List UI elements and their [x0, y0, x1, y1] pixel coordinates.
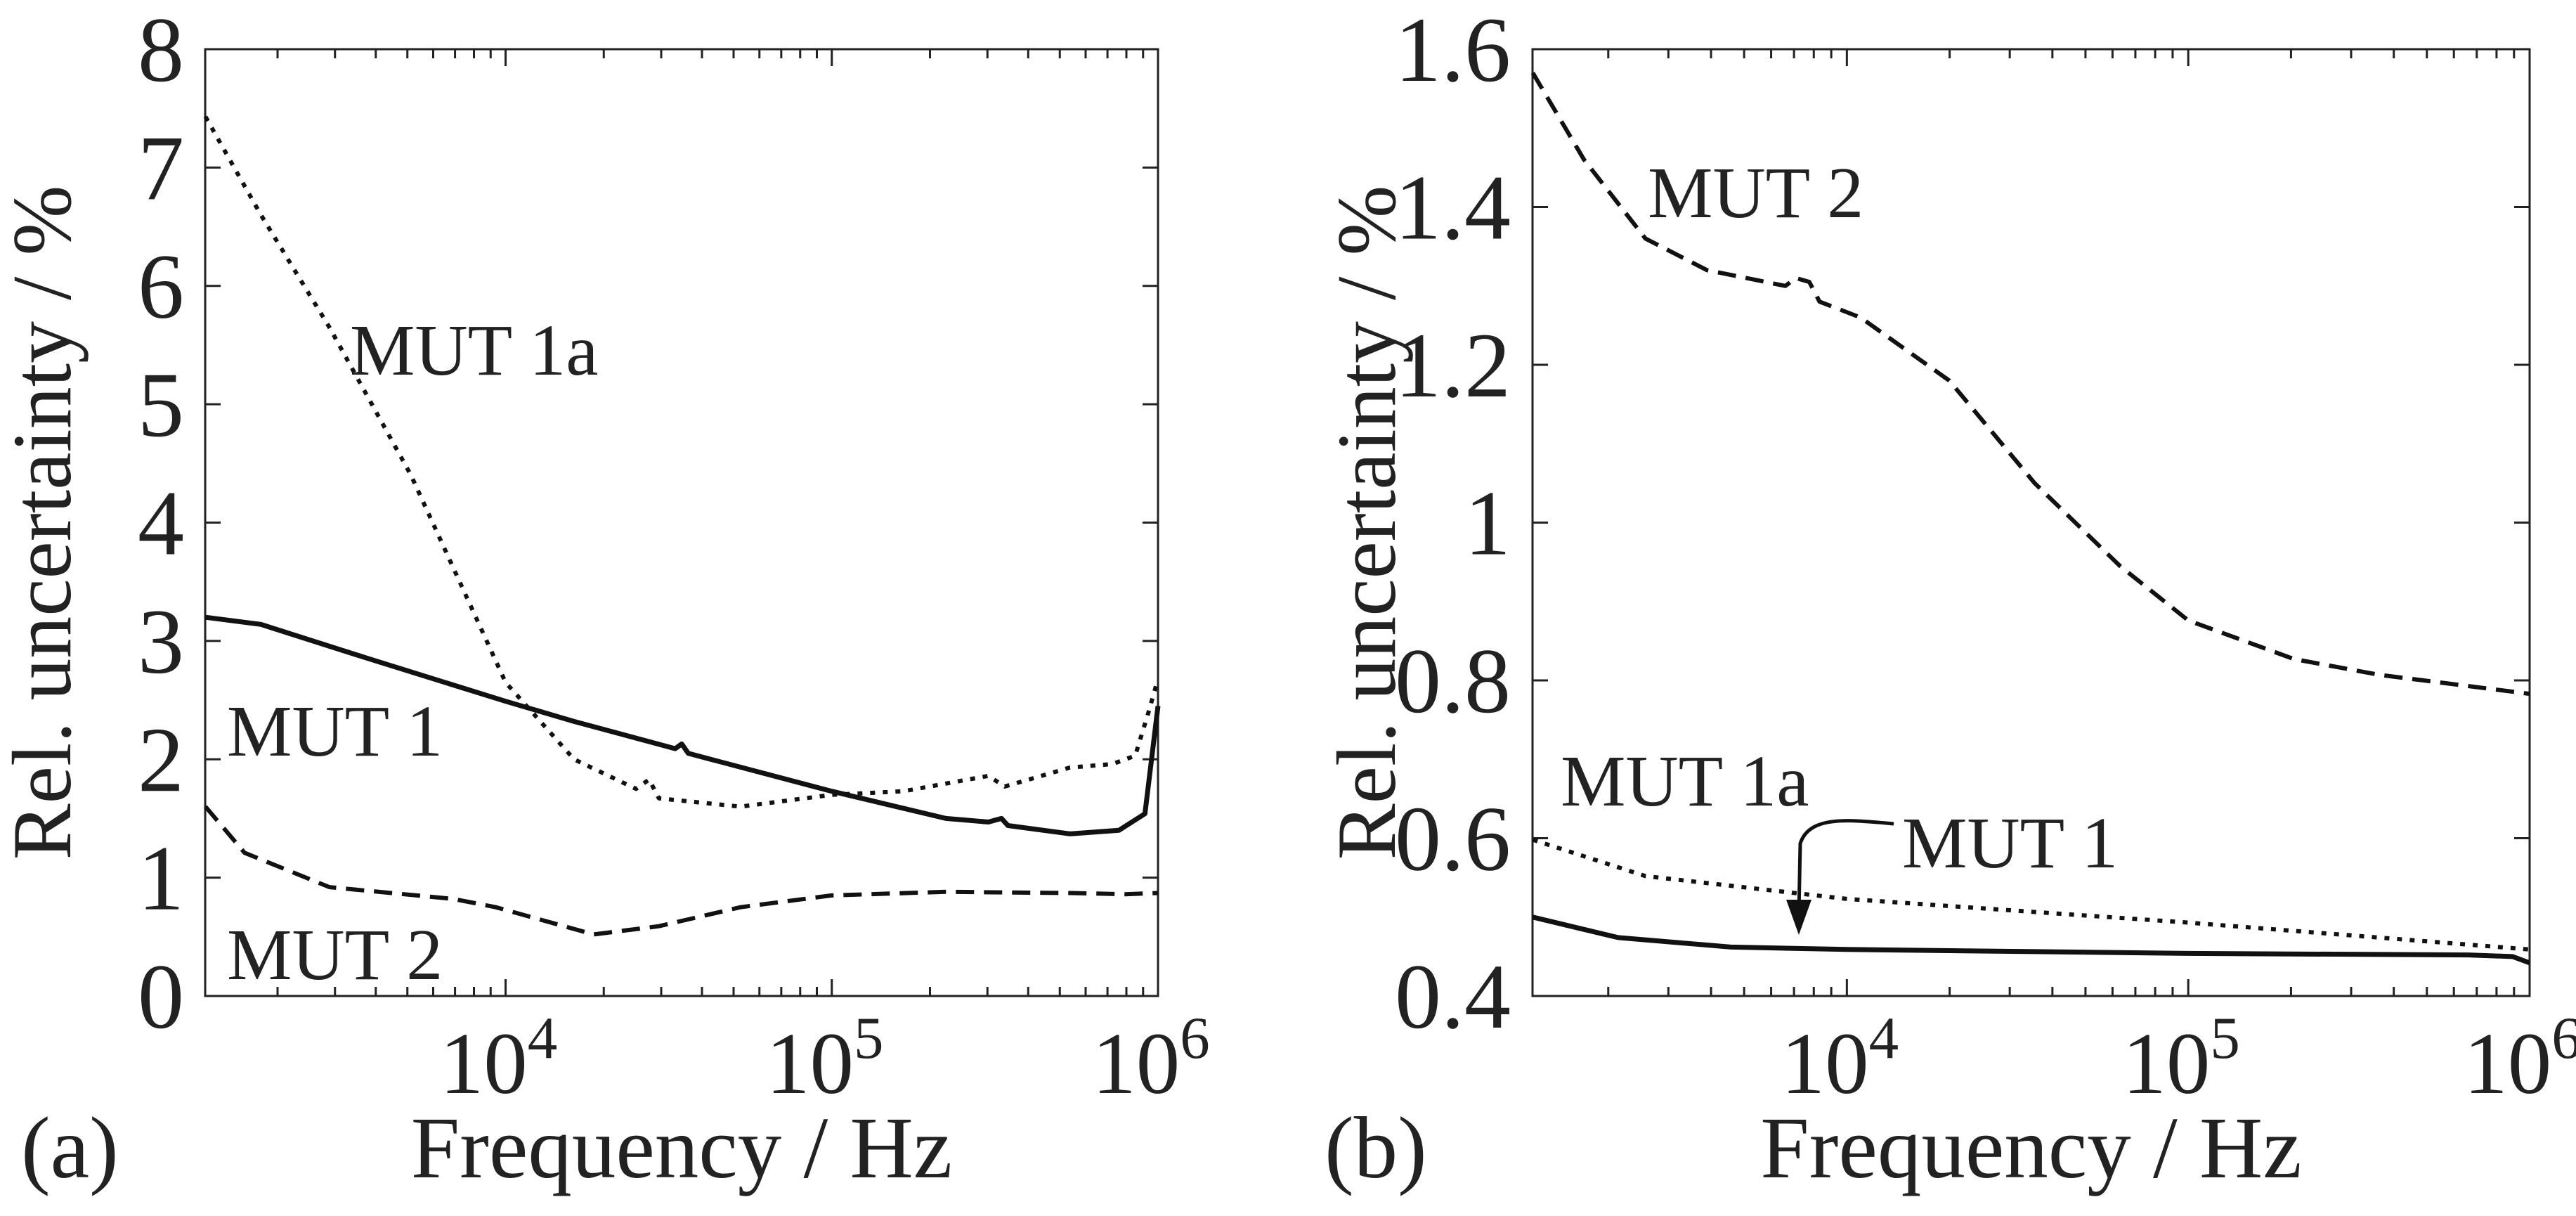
series-line-mut-2 — [204, 805, 1159, 937]
x-tick-label: 105 — [766, 1005, 884, 1113]
y-tick-label: 5 — [138, 353, 184, 456]
panel-label: (b) — [1325, 1100, 1427, 1197]
series-line-mut-1 — [204, 614, 1161, 836]
x-tick-base: 10 — [766, 1016, 854, 1113]
x-tick-base: 10 — [440, 1016, 528, 1113]
series-annotation: MUT 2 — [227, 914, 443, 995]
x-tick-exponent: 6 — [1180, 1005, 1210, 1071]
plot-frame — [204, 48, 1159, 997]
x-tick-label: 105 — [2122, 1005, 2240, 1113]
y-tick-label: 7 — [138, 116, 184, 219]
x-tick-label: 106 — [1092, 1005, 1210, 1113]
x-tick-base: 10 — [2464, 1016, 2551, 1113]
x-tick-exponent: 5 — [854, 1005, 884, 1071]
series-annotation: MUT 2 — [1648, 153, 1863, 233]
series-annotation: MUT 1 — [227, 691, 443, 772]
y-tick-label: 4 — [138, 472, 184, 575]
annotation-arrow — [1797, 819, 1894, 914]
y-tick-label: 1 — [1464, 472, 1511, 575]
x-tick-base: 10 — [2122, 1016, 2210, 1113]
series-annotation: MUT 1a — [1561, 741, 1809, 822]
arrowhead-icon — [1786, 900, 1811, 935]
x-axis-label: Frequency / Hz — [411, 1100, 953, 1197]
x-tick-base: 10 — [1092, 1016, 1180, 1113]
y-tick-label: 1.6 — [1395, 0, 1511, 101]
y-axis-label: Rel. uncertainty / % — [1320, 186, 1413, 860]
y-axis-label: Rel. uncertainty / % — [0, 186, 89, 860]
y-tick-label: 0.4 — [1395, 945, 1511, 1048]
y-tick-label: 8 — [138, 0, 184, 101]
panel-label: (a) — [21, 1100, 119, 1197]
series-annotation: MUT 1 — [1902, 803, 2118, 884]
x-tick-exponent: 5 — [2210, 1005, 2240, 1071]
x-tick-label: 104 — [440, 1005, 558, 1113]
x-tick-base: 10 — [1781, 1016, 1869, 1113]
y-tick-label: 1.4 — [1395, 156, 1511, 259]
series-annotation: MUT 1a — [350, 310, 598, 391]
series-line-mut-1 — [1532, 914, 2531, 966]
y-tick-label: 0 — [138, 945, 184, 1048]
series-line-mut-2 — [1530, 72, 2530, 697]
y-tick-label: 6 — [138, 235, 184, 338]
y-tick-label: 2 — [138, 708, 184, 811]
x-tick-label: 104 — [1781, 1005, 1899, 1113]
x-tick-exponent: 6 — [2551, 1005, 2576, 1071]
x-tick-exponent: 4 — [528, 1005, 558, 1071]
x-axis-label: Frequency / Hz — [1760, 1100, 2302, 1197]
x-tick-label: 106 — [2464, 1005, 2576, 1113]
x-tick-exponent: 4 — [1869, 1005, 1899, 1071]
y-tick-label: 1.2 — [1395, 313, 1511, 417]
y-tick-label: 0.6 — [1395, 787, 1511, 891]
y-tick-label: 1 — [138, 827, 184, 930]
y-tick-label: 3 — [138, 590, 184, 693]
y-tick-label: 0.8 — [1395, 629, 1511, 732]
